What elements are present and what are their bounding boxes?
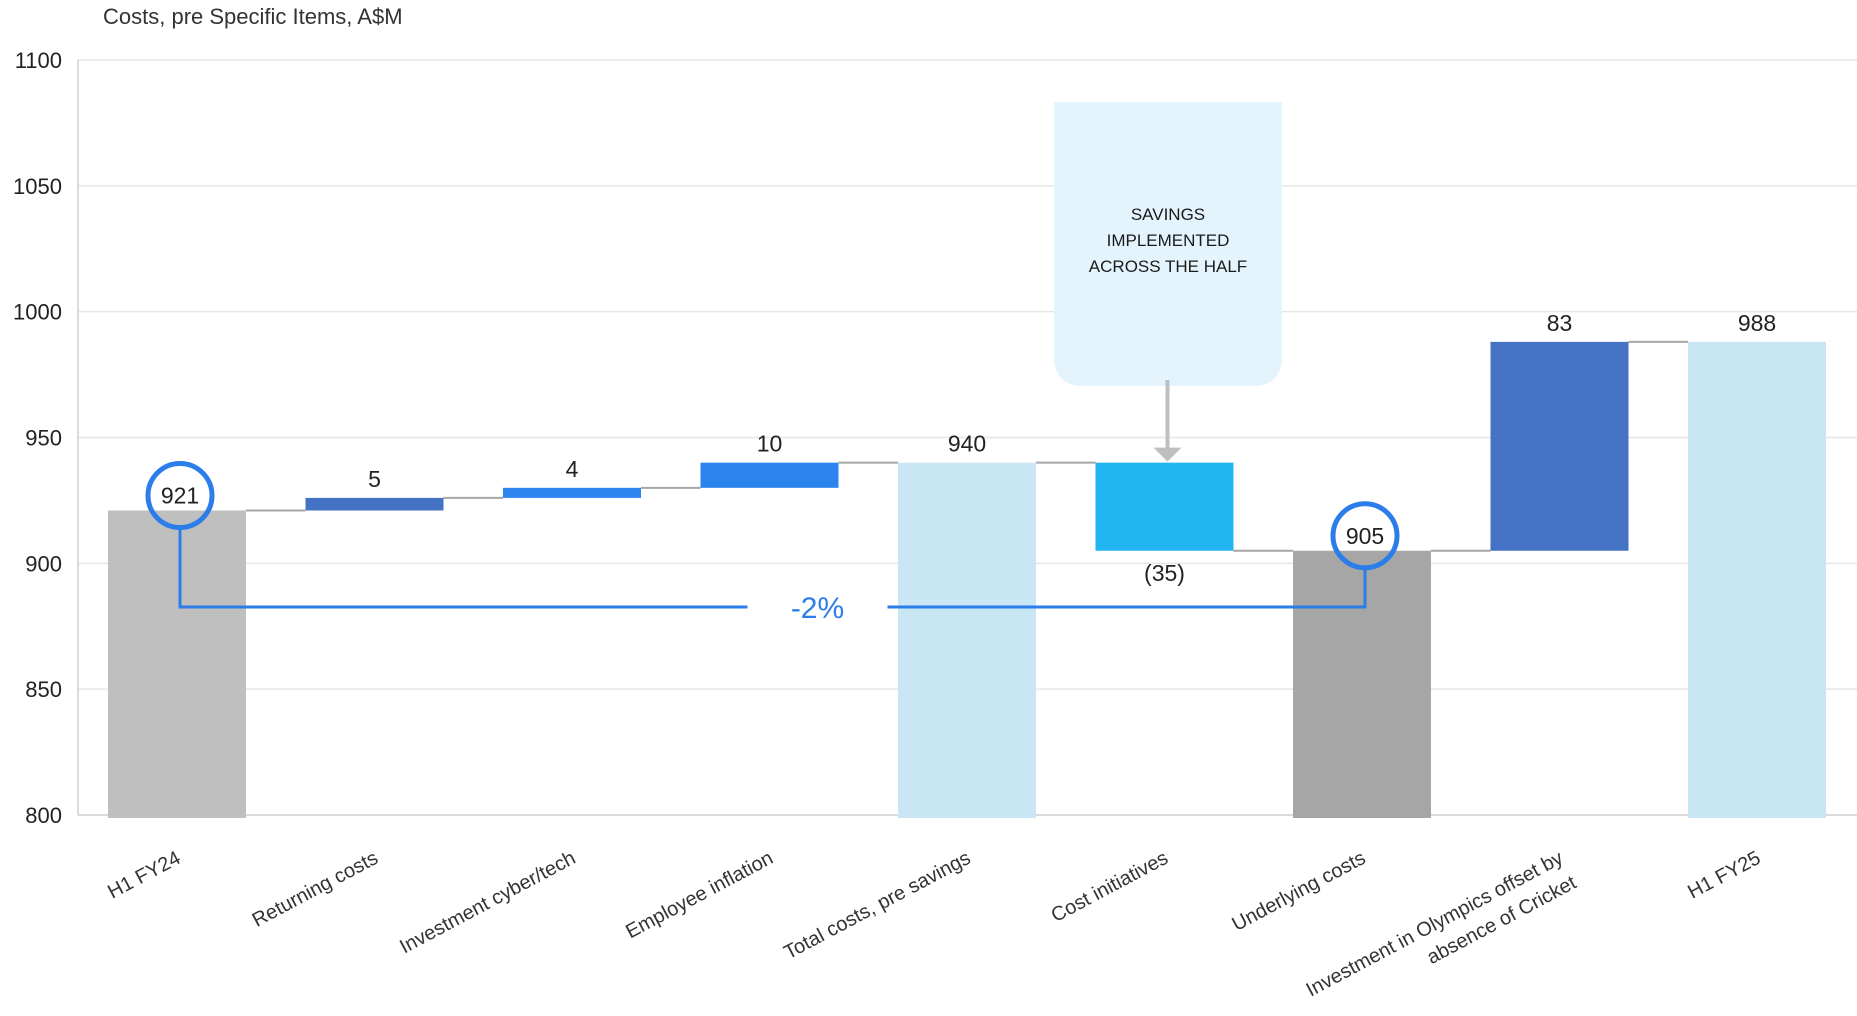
x-tick-label: Employee inflation xyxy=(622,847,777,943)
chart-subtitle: Costs, pre Specific Items, A$M xyxy=(103,4,403,29)
y-tick-label: 950 xyxy=(25,426,62,451)
comparison-bracket: -2% xyxy=(178,528,1367,625)
y-tick-label: 900 xyxy=(25,551,62,576)
highlight-circle xyxy=(145,460,215,530)
x-tick-label: H1 FY25 xyxy=(1684,847,1764,903)
data-labels: 921 5 4 10 940 (35) 905 83 988 xyxy=(145,310,1776,586)
bar xyxy=(1095,462,1234,551)
y-tick-label: 1000 xyxy=(13,300,62,325)
bars xyxy=(108,341,1826,818)
x-tick-label: Total costs, pre savings xyxy=(780,847,974,964)
comparison-line-left xyxy=(178,528,748,609)
data-label: 988 xyxy=(1738,310,1776,336)
data-label: (35) xyxy=(1144,560,1185,586)
data-label: 5 xyxy=(368,466,381,492)
x-tick-label: Investment cyber/tech xyxy=(396,847,579,958)
bar xyxy=(108,510,246,818)
bar xyxy=(1490,341,1629,551)
connectors xyxy=(246,340,1688,552)
y-tick-label: 800 xyxy=(25,803,62,828)
x-tick-label: H1 FY24 xyxy=(104,847,184,903)
bar xyxy=(898,462,1036,818)
x-tick-label: Returning costs xyxy=(249,847,382,932)
data-label: 905 xyxy=(1346,523,1384,549)
axes: 800 850 900 950 1000 1050 1100 xyxy=(13,48,1857,828)
callout-box xyxy=(1054,102,1282,386)
data-label: 921 xyxy=(161,482,199,508)
data-label: 4 xyxy=(566,456,579,482)
highlight-circle xyxy=(1330,501,1400,571)
y-tick-label: 1100 xyxy=(15,48,62,73)
bar xyxy=(1293,550,1431,818)
bar xyxy=(700,462,839,488)
x-tick-label: Underlying costs xyxy=(1228,847,1369,936)
bar xyxy=(305,497,444,511)
callout-arrow-head xyxy=(1153,447,1182,462)
bar xyxy=(1688,341,1826,818)
callout-text: SAVINGS xyxy=(1131,205,1205,224)
data-label: 940 xyxy=(948,431,986,457)
callout: SAVINGS IMPLEMENTED ACROSS THE HALF xyxy=(1054,102,1282,462)
y-tick-label: 1050 xyxy=(13,174,62,199)
gridlines xyxy=(78,59,1857,690)
comparison-label: -2% xyxy=(791,592,844,625)
y-tick-label: 850 xyxy=(25,677,62,702)
x-tick-labels: H1 FY24 Returning costs Investment cyber/t… xyxy=(104,847,1764,1001)
bar xyxy=(503,487,641,498)
comparison-line-right xyxy=(887,568,1367,609)
callout-text: IMPLEMENTED xyxy=(1107,231,1230,250)
data-label: 10 xyxy=(757,431,783,457)
callout-text: ACROSS THE HALF xyxy=(1089,257,1247,276)
data-label: 83 xyxy=(1547,310,1573,336)
x-tick-label: Cost initiatives xyxy=(1048,847,1172,927)
